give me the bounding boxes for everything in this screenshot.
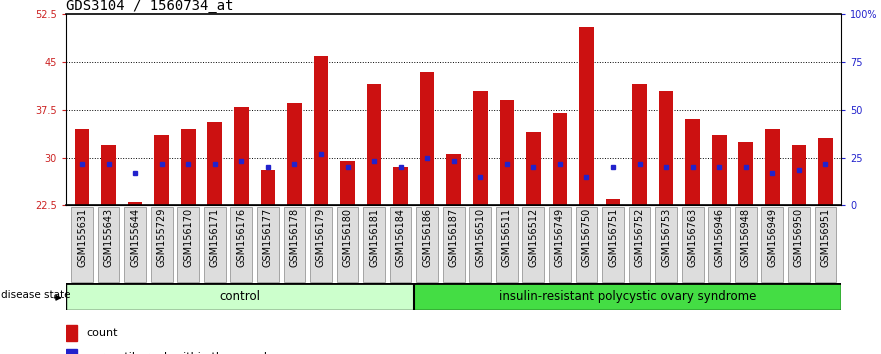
Bar <box>101 145 116 205</box>
Bar <box>207 122 222 205</box>
Bar <box>659 91 673 205</box>
Text: GSM156751: GSM156751 <box>608 208 618 267</box>
FancyBboxPatch shape <box>337 207 359 282</box>
FancyBboxPatch shape <box>575 207 597 282</box>
Bar <box>552 113 567 205</box>
FancyBboxPatch shape <box>815 207 836 282</box>
Bar <box>526 132 541 205</box>
FancyBboxPatch shape <box>655 207 677 282</box>
Bar <box>154 135 169 205</box>
FancyBboxPatch shape <box>124 207 146 282</box>
FancyBboxPatch shape <box>284 207 306 282</box>
Bar <box>818 138 833 205</box>
Bar <box>234 107 248 205</box>
FancyBboxPatch shape <box>231 207 252 282</box>
Text: GSM155631: GSM155631 <box>77 208 87 267</box>
FancyBboxPatch shape <box>98 207 120 282</box>
Bar <box>366 84 381 205</box>
Text: GSM155643: GSM155643 <box>104 208 114 267</box>
FancyBboxPatch shape <box>629 207 650 282</box>
FancyBboxPatch shape <box>443 207 464 282</box>
FancyBboxPatch shape <box>177 207 199 282</box>
Bar <box>181 129 196 205</box>
FancyBboxPatch shape <box>470 207 491 282</box>
Text: GSM156749: GSM156749 <box>555 208 565 267</box>
Text: GSM156510: GSM156510 <box>475 208 485 267</box>
Text: disease state: disease state <box>2 290 70 300</box>
Bar <box>66 325 78 341</box>
Text: GSM156186: GSM156186 <box>422 208 433 267</box>
Bar <box>261 170 275 205</box>
FancyBboxPatch shape <box>257 207 278 282</box>
Bar <box>606 199 620 205</box>
FancyBboxPatch shape <box>735 207 757 282</box>
FancyBboxPatch shape <box>602 207 624 282</box>
Text: GDS3104 / 1560734_at: GDS3104 / 1560734_at <box>66 0 233 13</box>
FancyBboxPatch shape <box>549 207 571 282</box>
FancyBboxPatch shape <box>71 207 93 282</box>
Bar <box>685 119 700 205</box>
Text: GSM156179: GSM156179 <box>316 208 326 267</box>
Text: GSM156750: GSM156750 <box>581 208 591 267</box>
Text: GSM156184: GSM156184 <box>396 208 405 267</box>
FancyBboxPatch shape <box>496 207 518 282</box>
FancyBboxPatch shape <box>151 207 173 282</box>
Bar <box>579 27 594 205</box>
Bar <box>413 283 841 310</box>
Bar <box>420 72 434 205</box>
Text: percentile rank within the sample: percentile rank within the sample <box>86 352 274 354</box>
Bar <box>473 91 487 205</box>
Bar <box>393 167 408 205</box>
FancyBboxPatch shape <box>363 207 385 282</box>
Bar <box>287 103 301 205</box>
FancyBboxPatch shape <box>310 207 332 282</box>
Text: GSM156951: GSM156951 <box>820 208 831 267</box>
Text: GSM156171: GSM156171 <box>210 208 219 267</box>
Bar <box>75 129 89 205</box>
FancyBboxPatch shape <box>708 207 730 282</box>
Text: GSM156949: GSM156949 <box>767 208 777 267</box>
FancyBboxPatch shape <box>389 207 411 282</box>
FancyBboxPatch shape <box>682 207 704 282</box>
Text: GSM156180: GSM156180 <box>343 208 352 267</box>
Text: GSM156181: GSM156181 <box>369 208 379 267</box>
Bar <box>500 100 515 205</box>
Text: GSM156187: GSM156187 <box>448 208 459 267</box>
Bar <box>765 129 780 205</box>
Text: GSM156950: GSM156950 <box>794 208 803 267</box>
FancyBboxPatch shape <box>522 207 544 282</box>
FancyBboxPatch shape <box>204 207 226 282</box>
Text: GSM156946: GSM156946 <box>714 208 724 267</box>
Text: GSM156511: GSM156511 <box>502 208 512 267</box>
Text: GSM156176: GSM156176 <box>236 208 247 267</box>
Bar <box>633 84 647 205</box>
Bar <box>128 202 143 205</box>
Bar <box>66 283 413 310</box>
Text: GSM155644: GSM155644 <box>130 208 140 267</box>
FancyBboxPatch shape <box>417 207 438 282</box>
Bar <box>712 135 727 205</box>
Text: GSM156752: GSM156752 <box>634 208 645 267</box>
FancyBboxPatch shape <box>788 207 810 282</box>
Bar <box>447 154 461 205</box>
Text: GSM156177: GSM156177 <box>263 208 273 267</box>
Bar <box>314 56 329 205</box>
Bar <box>340 161 355 205</box>
Bar <box>791 145 806 205</box>
Text: GSM156178: GSM156178 <box>290 208 300 267</box>
Text: GSM156763: GSM156763 <box>688 208 698 267</box>
Text: insulin-resistant polycystic ovary syndrome: insulin-resistant polycystic ovary syndr… <box>499 290 756 303</box>
Text: control: control <box>219 290 261 303</box>
FancyBboxPatch shape <box>761 207 783 282</box>
Text: GSM156753: GSM156753 <box>661 208 671 267</box>
Text: count: count <box>86 328 117 338</box>
Bar <box>738 142 753 205</box>
Text: GSM156170: GSM156170 <box>183 208 193 267</box>
Text: GSM156948: GSM156948 <box>741 208 751 267</box>
Text: GSM156512: GSM156512 <box>529 208 538 267</box>
Bar <box>66 349 78 354</box>
Text: GSM155729: GSM155729 <box>157 208 167 267</box>
